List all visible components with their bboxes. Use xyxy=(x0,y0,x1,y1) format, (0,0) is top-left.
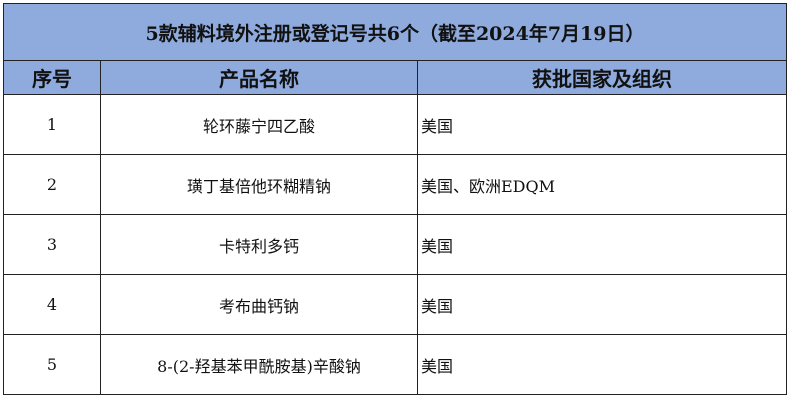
table-row: 4 考布曲钙钠 美国 xyxy=(3,274,788,335)
header-approval: 获批国家及组织 xyxy=(416,60,788,95)
cell-name: 8-(2-羟基苯甲酰胺基)辛酸钠 xyxy=(100,334,418,395)
cell-approval: 美国 xyxy=(416,334,788,395)
title-row: 5款辅料境外注册或登记号共6个（截至2024年7月19日） xyxy=(2,3,788,61)
cell-no: 5 xyxy=(3,334,101,395)
table-row: 1 轮环藤宁四乙酸 美国 xyxy=(3,94,788,155)
cell-name: 璜丁基倍他环糊精钠 xyxy=(100,154,418,215)
table-row: 2 璜丁基倍他环糊精钠 美国、欧洲EDQM xyxy=(3,154,788,215)
cell-name: 考布曲钙钠 xyxy=(100,274,418,335)
cell-no: 2 xyxy=(3,154,101,215)
cell-no: 1 xyxy=(3,94,101,155)
table-row: 3 卡特利多钙 美国 xyxy=(3,214,788,275)
cell-approval: 美国 xyxy=(416,94,788,155)
cell-approval: 美国 xyxy=(416,274,788,335)
registration-table: 5款辅料境外注册或登记号共6个（截至2024年7月19日） 序号 产品名称 获批… xyxy=(2,3,788,395)
header-row: 序号 产品名称 获批国家及组织 xyxy=(3,60,788,95)
cell-no: 4 xyxy=(3,274,101,335)
header-name: 产品名称 xyxy=(100,60,418,95)
cell-approval: 美国、欧洲EDQM xyxy=(416,154,788,215)
cell-no: 3 xyxy=(3,214,101,275)
header-no: 序号 xyxy=(3,60,101,95)
table-row: 5 8-(2-羟基苯甲酰胺基)辛酸钠 美国 xyxy=(3,334,788,395)
cell-approval: 美国 xyxy=(416,214,788,275)
cell-name: 轮环藤宁四乙酸 xyxy=(100,94,418,155)
cell-name: 卡特利多钙 xyxy=(100,214,418,275)
table-title: 5款辅料境外注册或登记号共6个（截至2024年7月19日） xyxy=(2,3,788,61)
